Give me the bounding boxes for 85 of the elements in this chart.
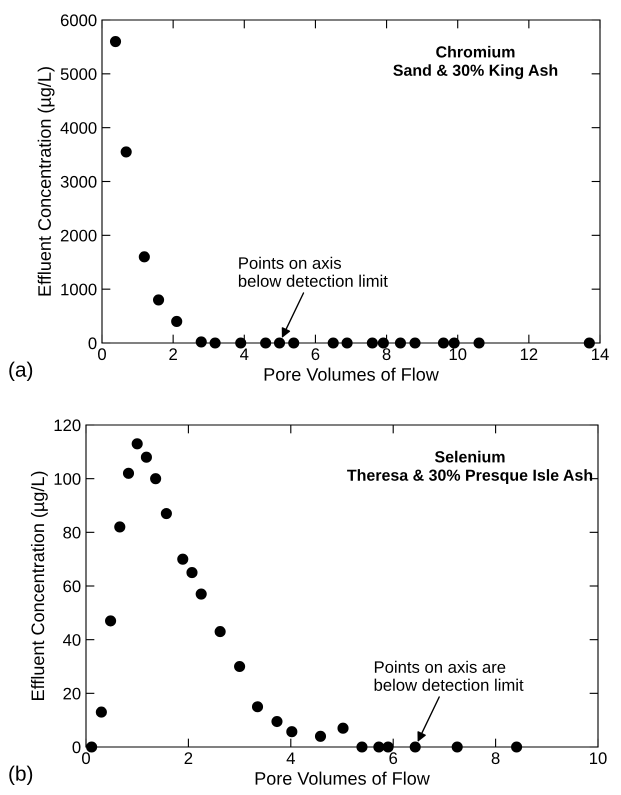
point (196, 336, 207, 348)
point (210, 337, 221, 349)
point (410, 741, 421, 753)
y-tick-label: 0 (72, 741, 80, 754)
y-tick-label: 5000 (60, 68, 96, 80)
point (448, 337, 460, 349)
x-tick-label: 4 (286, 752, 295, 764)
x-tick-label: 8 (492, 752, 500, 764)
point (160, 508, 172, 520)
point (286, 726, 298, 738)
point (186, 567, 198, 578)
point (214, 626, 226, 638)
point (177, 554, 188, 565)
point (132, 438, 143, 450)
y-tick-label: 20 (63, 688, 80, 700)
x-tick-label: 2 (184, 752, 192, 764)
point (314, 730, 326, 742)
point (274, 337, 286, 349)
x-tick-label: 6 (312, 348, 320, 360)
x-tick-label: 10 (590, 752, 607, 764)
x-axis-title: Pore Volumes of Flow (264, 368, 439, 381)
x-tick-label: 6 (389, 752, 398, 764)
x-axis-title: Pore Volumes of Flow (256, 772, 430, 785)
point (86, 741, 98, 753)
text: Theresa & 30% Presque Isle Ash (347, 469, 592, 484)
y-tick-label: 1000 (61, 284, 96, 296)
y-axis-title: Effluent Concentration (µg/L) (38, 67, 55, 296)
point (114, 521, 126, 533)
y-tick-label: 60 (63, 580, 80, 592)
y-tick-label: 2000 (60, 230, 96, 242)
text: (b) (9, 766, 32, 785)
text: Chromium (436, 46, 514, 58)
point (474, 337, 485, 349)
y-tick-label: 40 (62, 634, 80, 646)
x-tick-label: 0 (98, 348, 106, 360)
point (120, 146, 132, 158)
point (252, 701, 264, 712)
text: (a) (9, 362, 32, 381)
y-tick-label: 0 (88, 337, 96, 350)
point (122, 468, 134, 479)
point (288, 337, 300, 349)
x-tick-label: 4 (240, 348, 248, 360)
point (96, 706, 107, 718)
point (234, 660, 246, 672)
point (196, 588, 207, 600)
y-tick-label: 80 (63, 526, 80, 539)
x-tick-label: 8 (382, 348, 390, 360)
point (394, 337, 406, 349)
point (260, 337, 272, 349)
y-tick-label: 6000 (60, 14, 96, 26)
point (153, 294, 164, 306)
point (452, 741, 463, 753)
x-tick-label: 10 (450, 348, 466, 360)
point (235, 337, 246, 349)
x-tick-label: 2 (169, 348, 177, 360)
annotation: Points on axis below detection limit (238, 256, 388, 287)
point (110, 36, 122, 48)
y-tick-label: 3000 (60, 176, 96, 188)
y-tick-label: 100 (54, 473, 80, 485)
x-tick-label: 14 (592, 348, 609, 360)
x-tick-label: 12 (520, 348, 538, 360)
text: Selenium (434, 450, 505, 462)
y-axis-title: Effluent Concentration (µg/L) (30, 472, 48, 700)
point (328, 337, 339, 349)
point (150, 473, 162, 484)
point (105, 615, 116, 626)
text: Sand & 30% King Ash (393, 64, 558, 80)
point (409, 337, 421, 349)
y-tick-label: 120 (54, 419, 80, 432)
point (138, 251, 150, 262)
point (366, 337, 378, 349)
point (584, 337, 595, 349)
point (342, 337, 353, 349)
annotation: Points on axis are below detection limit (374, 660, 524, 691)
point (382, 741, 394, 753)
point (337, 722, 349, 734)
point (373, 741, 384, 753)
point (511, 741, 522, 753)
y-tick-label: 4000 (60, 122, 96, 134)
point (271, 716, 283, 728)
point (356, 741, 368, 753)
point (438, 337, 450, 349)
point (171, 316, 182, 328)
point (140, 452, 152, 463)
point (378, 337, 389, 349)
